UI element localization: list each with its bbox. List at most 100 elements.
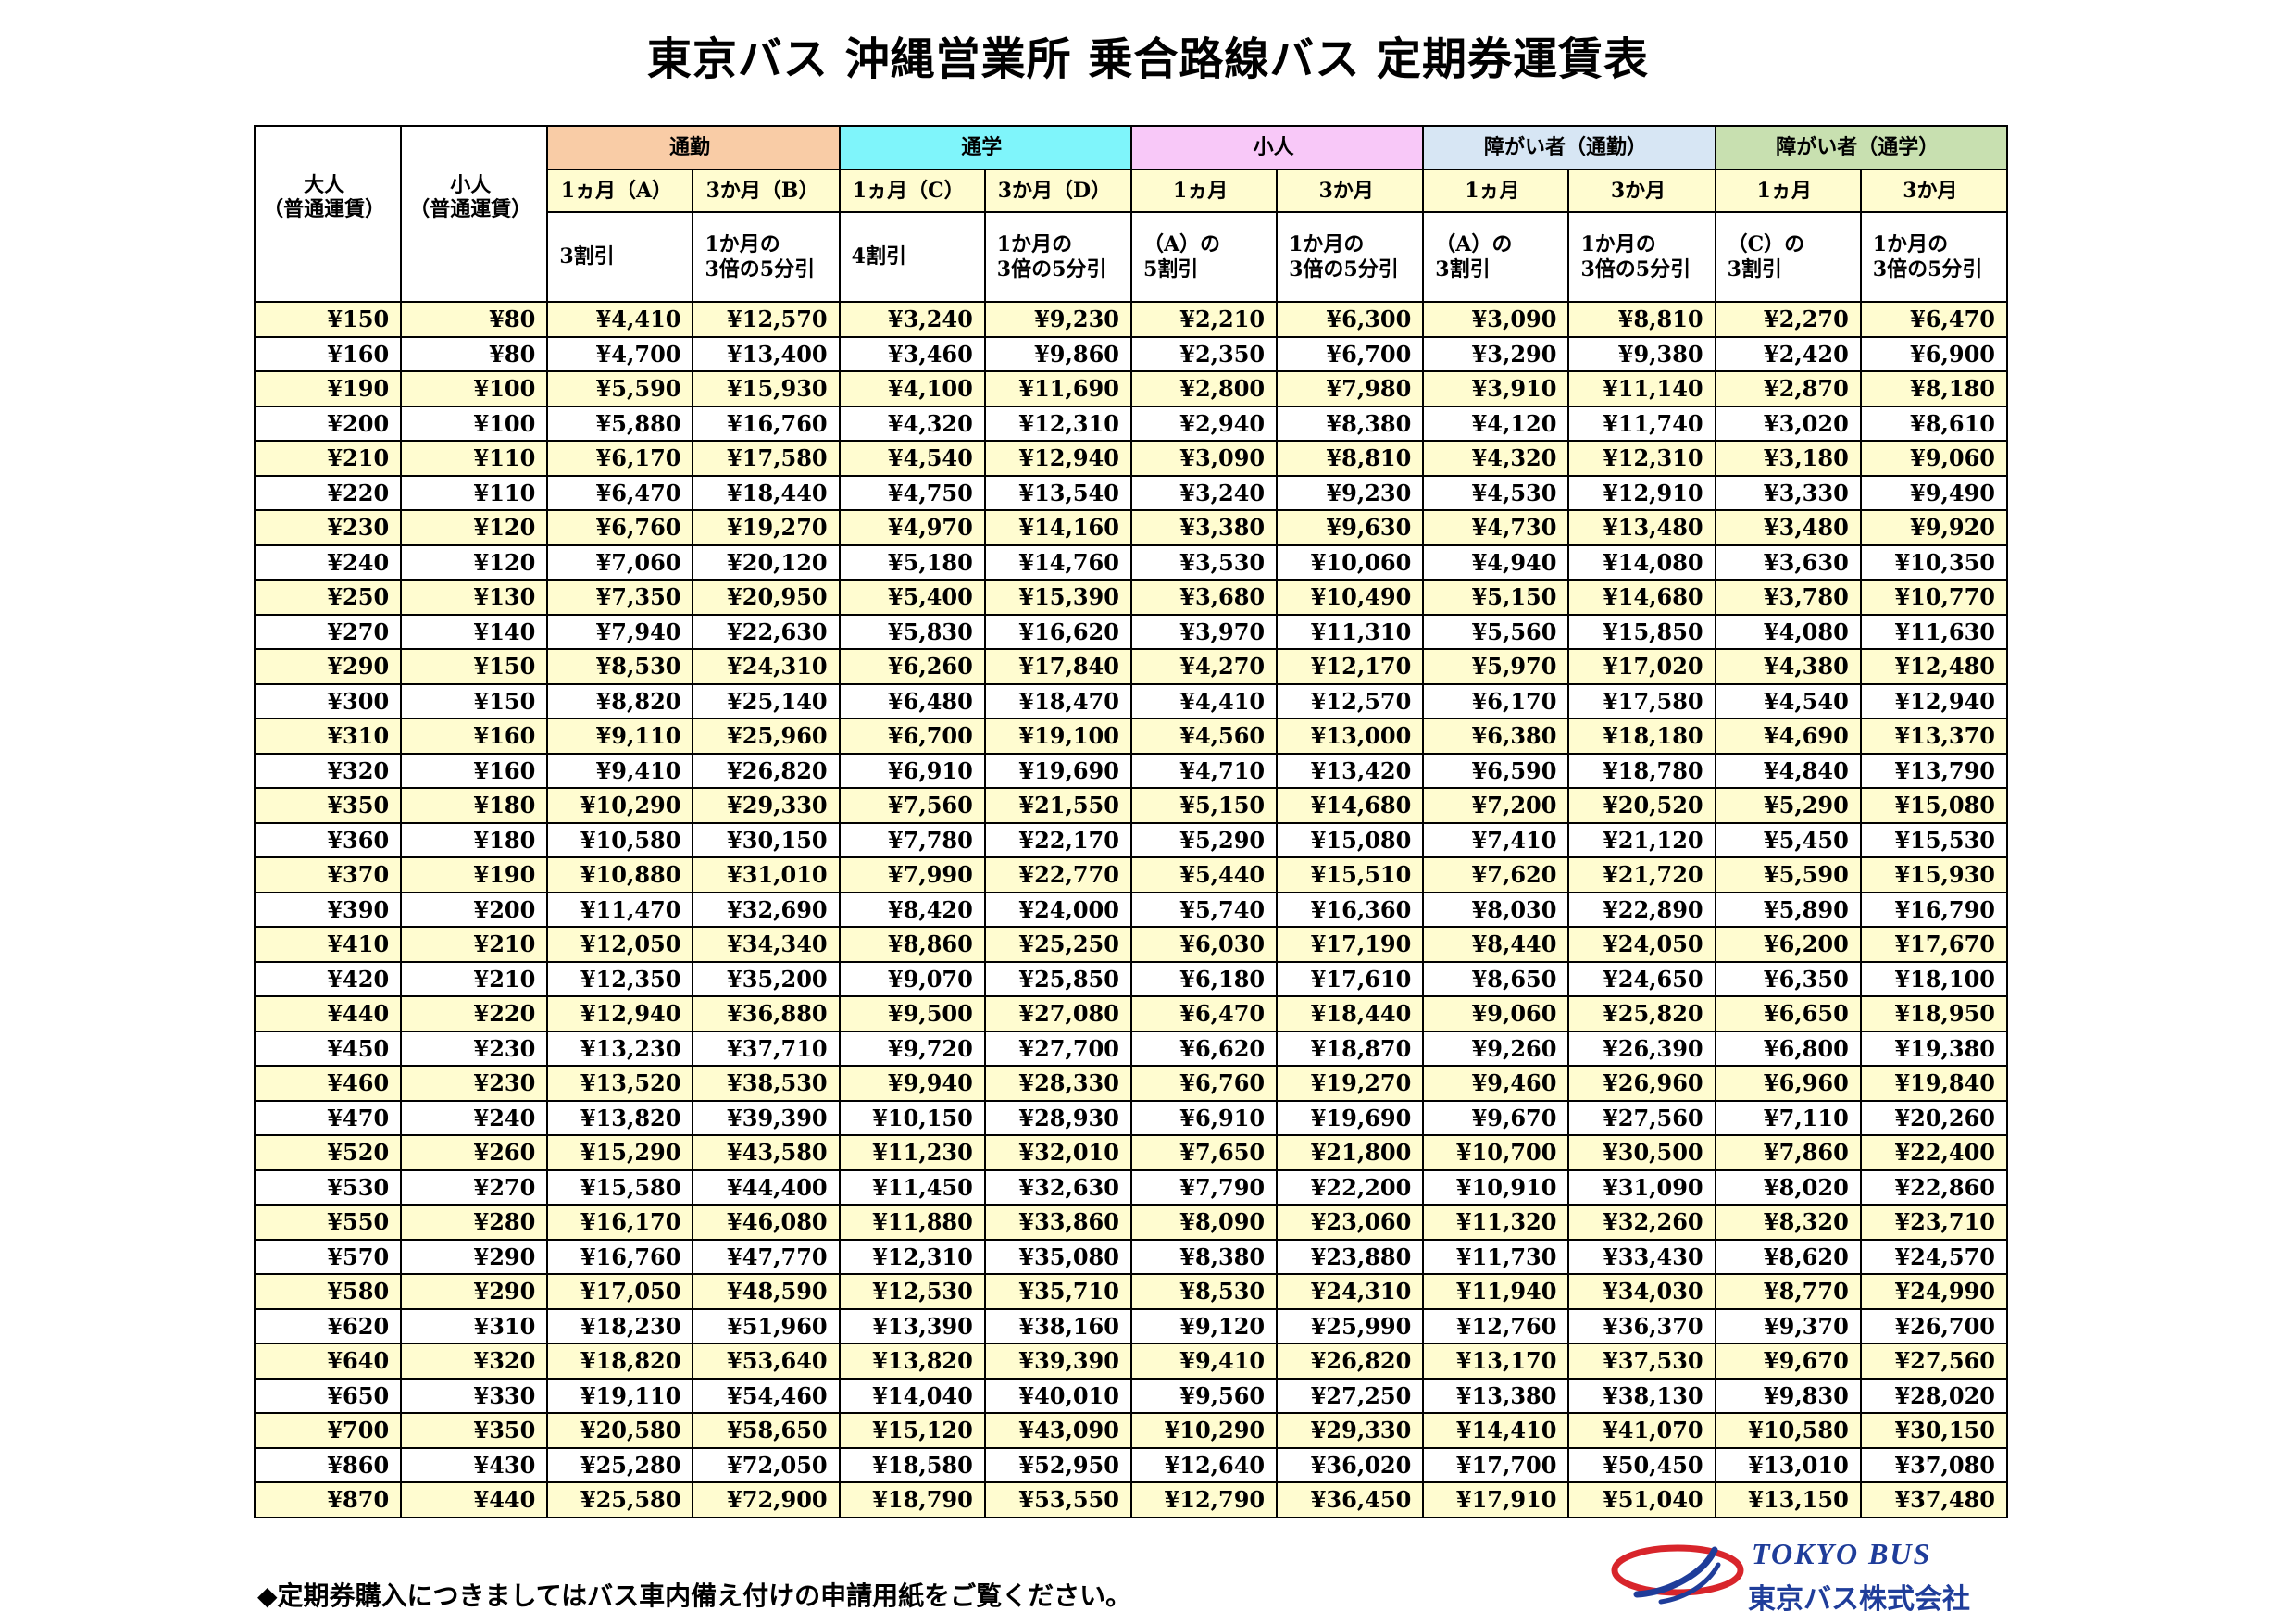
- table-row: ¥870 ¥440 ¥25,580 ¥72,900 ¥18,790 ¥53,550 ¥12,…: [253, 1481, 2009, 1518]
- table-row: ¥270 ¥140 ¥7,940 ¥22,630 ¥5,830 ¥16,620 ¥3,970…: [253, 613, 2009, 650]
- fare-cell: ¥9,460: [1422, 1065, 1570, 1102]
- fare-cell: ¥5,290: [1714, 787, 1862, 824]
- fare-cell: ¥18,580: [838, 1446, 986, 1483]
- fare-cell: ¥6,760: [1129, 1065, 1279, 1102]
- fare-cell: ¥36,370: [1567, 1307, 1716, 1344]
- fare-cell: ¥23,710: [1859, 1204, 2009, 1241]
- fare-cell: ¥12,310: [1567, 440, 1716, 477]
- fare-cell: ¥7,410: [1422, 821, 1570, 858]
- fare-cell: ¥9,630: [1276, 509, 1425, 546]
- fare-cell: ¥13,540: [983, 474, 1132, 511]
- fare-cell: ¥26,820: [692, 752, 841, 789]
- fare-cell: ¥41,070: [1567, 1412, 1716, 1449]
- fare-cell: ¥6,650: [1714, 995, 1862, 1032]
- fare-cell: ¥43,090: [983, 1412, 1132, 1449]
- fare-cell: ¥4,410: [1129, 682, 1279, 719]
- table-row: ¥350 ¥180 ¥10,290 ¥29,330 ¥7,560 ¥21,550 ¥5,15…: [253, 787, 2009, 824]
- table-row: ¥550 ¥280 ¥16,170 ¥46,080 ¥11,880 ¥33,860 ¥8,0…: [253, 1204, 2009, 1241]
- fare-cell: ¥27,560: [1859, 1343, 2009, 1380]
- fare-cell: ¥310: [253, 718, 403, 755]
- table-row: ¥620 ¥310 ¥18,230 ¥51,960 ¥13,390 ¥38,160 ¥9,1…: [253, 1307, 2009, 1344]
- fare-cell: ¥18,100: [1859, 960, 2009, 997]
- fare-cell: ¥870: [253, 1481, 403, 1518]
- fare-cell: ¥8,020: [1714, 1168, 1862, 1206]
- period-header: 3か月（B）: [692, 169, 841, 213]
- fare-cell: ¥10,580: [1714, 1412, 1862, 1449]
- fare-cell: ¥16,760: [692, 405, 841, 442]
- fare-cell: ¥290: [400, 1238, 549, 1275]
- fare-cell: ¥220: [400, 995, 549, 1032]
- fare-cell: ¥14,760: [983, 543, 1132, 581]
- table-row: ¥410 ¥210 ¥12,050 ¥34,340 ¥8,860 ¥25,250 ¥6,03…: [253, 926, 2009, 963]
- fare-cell: ¥12,310: [983, 405, 1132, 442]
- fare-cell: ¥10,880: [546, 856, 694, 893]
- fare-cell: ¥53,640: [692, 1343, 841, 1380]
- fare-cell: ¥37,080: [1859, 1446, 2009, 1483]
- fare-cell: ¥6,030: [1129, 926, 1279, 963]
- fare-cell: ¥21,120: [1567, 821, 1716, 858]
- fare-cell: ¥32,010: [983, 1134, 1132, 1171]
- fare-cell: ¥12,940: [546, 995, 694, 1032]
- fare-cell: ¥7,650: [1129, 1134, 1279, 1171]
- fare-cell: ¥47,770: [692, 1238, 841, 1275]
- fare-cell: ¥48,590: [692, 1273, 841, 1310]
- fare-cell: ¥260: [400, 1134, 549, 1171]
- fare-cell: ¥9,230: [983, 301, 1132, 338]
- fare-cell: ¥5,830: [838, 613, 986, 650]
- fare-cell: ¥7,990: [838, 856, 986, 893]
- fare-cell: ¥11,140: [1567, 370, 1716, 407]
- fare-cell: ¥24,990: [1859, 1273, 2009, 1310]
- fare-cell: ¥3,970: [1129, 613, 1279, 650]
- fare-cell: ¥18,780: [1567, 752, 1716, 789]
- fare-cell: ¥440: [400, 1481, 549, 1518]
- fare-cell: ¥25,280: [546, 1446, 694, 1483]
- fare-cell: ¥16,790: [1859, 891, 2009, 928]
- fare-cell: ¥35,710: [983, 1273, 1132, 1310]
- fare-cell: ¥700: [253, 1412, 403, 1449]
- group-commute: 通勤: [546, 125, 841, 170]
- fare-cell: ¥8,180: [1859, 370, 2009, 407]
- fare-cell: ¥11,740: [1567, 405, 1716, 442]
- fare-cell: ¥17,190: [1276, 926, 1425, 963]
- fare-cell: ¥3,380: [1129, 509, 1279, 546]
- fare-cell: ¥6,760: [546, 509, 694, 546]
- discount-note: （C）の 3割引: [1714, 211, 1862, 303]
- fare-cell: ¥17,580: [1567, 682, 1716, 719]
- fare-cell: ¥9,830: [1714, 1377, 1862, 1414]
- fare-cell: ¥29,330: [1276, 1412, 1425, 1449]
- fare-cell: ¥460: [253, 1065, 403, 1102]
- fare-cell: ¥6,960: [1714, 1065, 1862, 1102]
- fare-cell: ¥5,740: [1129, 891, 1279, 928]
- fare-cell: ¥4,270: [1129, 648, 1279, 685]
- fare-cell: ¥5,180: [838, 543, 986, 581]
- fare-cell: ¥290: [253, 648, 403, 685]
- fare-cell: ¥22,860: [1859, 1168, 2009, 1206]
- table-row: ¥440 ¥220 ¥12,940 ¥36,880 ¥9,500 ¥27,080 ¥6,47…: [253, 995, 2009, 1032]
- discount-note: 1か月の 3倍の5分引: [983, 211, 1132, 303]
- period-header: 1ヵ月（C）: [838, 169, 986, 213]
- fare-cell: ¥25,960: [692, 718, 841, 755]
- group-header-row: 大人 （普通運賃） 小人 （普通運賃） 通勤 通学 小人 障がい者（通勤） 障が…: [253, 125, 2009, 303]
- fare-cell: ¥19,690: [1276, 1099, 1425, 1136]
- fare-cell: ¥22,770: [983, 856, 1132, 893]
- fare-cell: ¥18,180: [1567, 718, 1716, 755]
- fare-cell: ¥15,510: [1276, 856, 1425, 893]
- fare-cell: ¥3,480: [1714, 509, 1862, 546]
- table-row: ¥320 ¥160 ¥9,410 ¥26,820 ¥6,910 ¥19,690 ¥4,710…: [253, 752, 2009, 789]
- table-row: ¥290 ¥150 ¥8,530 ¥24,310 ¥6,260 ¥17,840 ¥4,270…: [253, 648, 2009, 685]
- fare-cell: ¥9,070: [838, 960, 986, 997]
- fare-cell: ¥10,350: [1859, 543, 2009, 581]
- fare-cell: ¥4,080: [1714, 613, 1862, 650]
- fare-cell: ¥12,940: [983, 440, 1132, 477]
- fare-cell: ¥8,320: [1714, 1204, 1862, 1241]
- fare-cell: ¥330: [400, 1377, 549, 1414]
- fare-cell: ¥3,290: [1422, 335, 1570, 372]
- fare-cell: ¥210: [400, 960, 549, 997]
- fare-cell: ¥14,160: [983, 509, 1132, 546]
- header-child-label: 小人 （普通運賃）: [409, 172, 532, 221]
- fare-cell: ¥34,340: [692, 926, 841, 963]
- fare-cell: ¥5,150: [1129, 787, 1279, 824]
- fare-cell: ¥7,860: [1714, 1134, 1862, 1171]
- fare-cell: ¥10,150: [838, 1099, 986, 1136]
- fare-cell: ¥7,940: [546, 613, 694, 650]
